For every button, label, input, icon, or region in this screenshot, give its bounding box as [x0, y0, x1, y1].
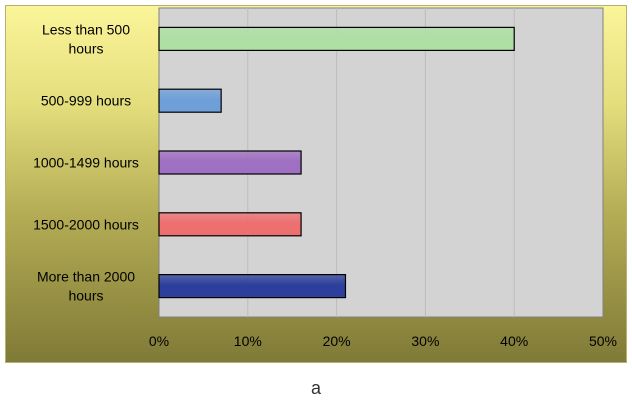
- x-tick-label: 40%: [500, 333, 528, 349]
- category-label: hours: [68, 288, 103, 304]
- x-tick-label: 10%: [234, 333, 262, 349]
- x-tick-label: 0%: [149, 333, 169, 349]
- bar: [158, 274, 347, 299]
- category-label: 1000-1499 hours: [33, 155, 139, 171]
- category-label: hours: [68, 40, 103, 56]
- bar: [158, 212, 302, 237]
- bar-chart: Less than 500 hours 500-999 hours 1000-1499…: [33, 7, 617, 349]
- category-label: More than 2000: [37, 269, 135, 285]
- category-label: 1500-2000 hours: [33, 216, 139, 232]
- bar: [158, 150, 302, 175]
- figure-caption: a: [310, 378, 321, 398]
- category-label: 500-999 hours: [41, 93, 131, 109]
- bar: [158, 88, 222, 113]
- x-tick-label: 20%: [323, 333, 351, 349]
- bar: [158, 26, 515, 51]
- x-tick-label: 30%: [411, 333, 439, 349]
- category-label: Less than 500: [42, 21, 130, 37]
- chart-panel: Less than 500 hours 500-999 hours 1000-1499…: [5, 5, 627, 363]
- x-tick-label: 50%: [589, 333, 617, 349]
